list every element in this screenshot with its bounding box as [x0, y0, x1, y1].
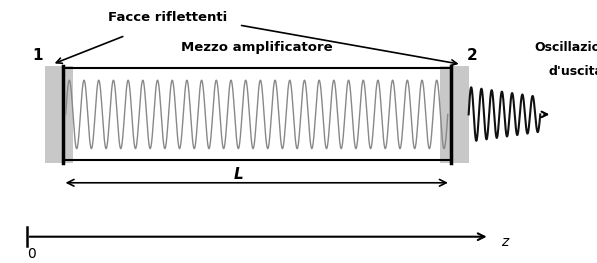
Text: 0: 0	[27, 247, 36, 261]
Text: 2: 2	[467, 48, 478, 63]
Text: Mezzo amplificatore: Mezzo amplificatore	[181, 41, 333, 54]
Text: 1: 1	[32, 48, 43, 63]
Bar	[440, 66, 469, 163]
Text: Facce riflettenti: Facce riflettenti	[107, 11, 227, 24]
Text: d'uscita: d'uscita	[549, 64, 597, 78]
Text: Oscillazione: Oscillazione	[534, 41, 597, 54]
Bar	[45, 66, 73, 163]
Text: z: z	[501, 235, 508, 249]
Text: L: L	[234, 167, 244, 183]
